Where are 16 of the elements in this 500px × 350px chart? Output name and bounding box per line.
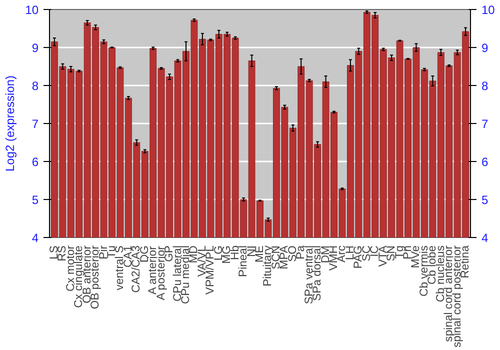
y-tick-label: 9 <box>32 41 39 55</box>
y2-tick-label: 5 <box>482 193 488 207</box>
y-tick-label: 5 <box>32 193 39 207</box>
y2-tick-label: 6 <box>482 155 488 169</box>
y-tick-label: 7 <box>32 117 39 131</box>
y2-tick-label: 8 <box>482 79 488 93</box>
y2-tick-label: 4 <box>482 231 488 245</box>
y-tick-label: 8 <box>32 79 39 93</box>
y2-tick-label: 10 <box>482 3 496 17</box>
y-tick-label: 4 <box>32 231 39 245</box>
x-tick-label: Pituitary <box>262 245 274 286</box>
y-tick-label: 10 <box>25 3 39 17</box>
y2-tick-label: 9 <box>482 41 488 55</box>
y-axis-title: Log2 (expression) <box>3 75 18 172</box>
y-tick-label: 6 <box>32 155 39 169</box>
y2-tick-label: 7 <box>482 117 488 131</box>
